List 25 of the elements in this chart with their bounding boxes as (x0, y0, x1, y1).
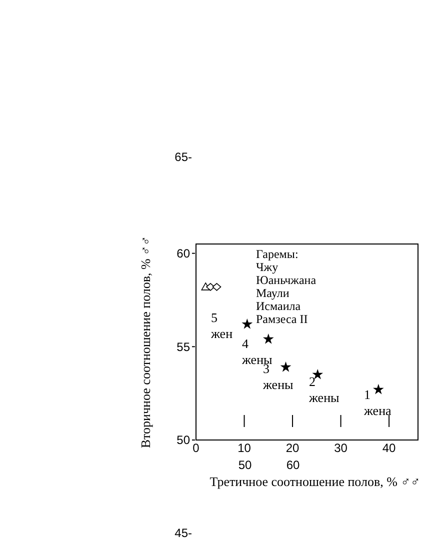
y-tick-label: 60 (176, 246, 190, 261)
annotation: 1 жена (363, 387, 392, 418)
point (206, 283, 215, 291)
point (242, 319, 252, 328)
point (313, 370, 322, 379)
point (264, 334, 273, 344)
x-tick-label: 40 (382, 441, 396, 455)
text: 60 (286, 458, 300, 472)
x-tick-label: 10 (238, 441, 252, 455)
x-tick-label: 0 (192, 441, 200, 455)
point (212, 283, 222, 291)
text: 65- (174, 150, 192, 164)
point (281, 362, 290, 372)
y-tick-label: 50 (176, 433, 190, 448)
x-tick-label: 20 (286, 441, 300, 455)
y-tick-label: 55 (176, 340, 190, 354)
point (374, 384, 384, 394)
x-tick-label: 30 (334, 441, 348, 455)
text: 45- (174, 526, 192, 540)
annotation: Гаремы: Чжу Юаньчжана Маули Исмаила Рамзеса II (256, 247, 317, 326)
annotation: 5 жен (210, 310, 233, 341)
y-axis-title: Вторичное соотношение полов, % ♂♂ (138, 236, 153, 448)
annotation: 2 жены (308, 374, 340, 405)
x-axis-title: Третичное соотношение полов, % ♂♂ (210, 474, 420, 489)
text: 50 (238, 458, 252, 472)
